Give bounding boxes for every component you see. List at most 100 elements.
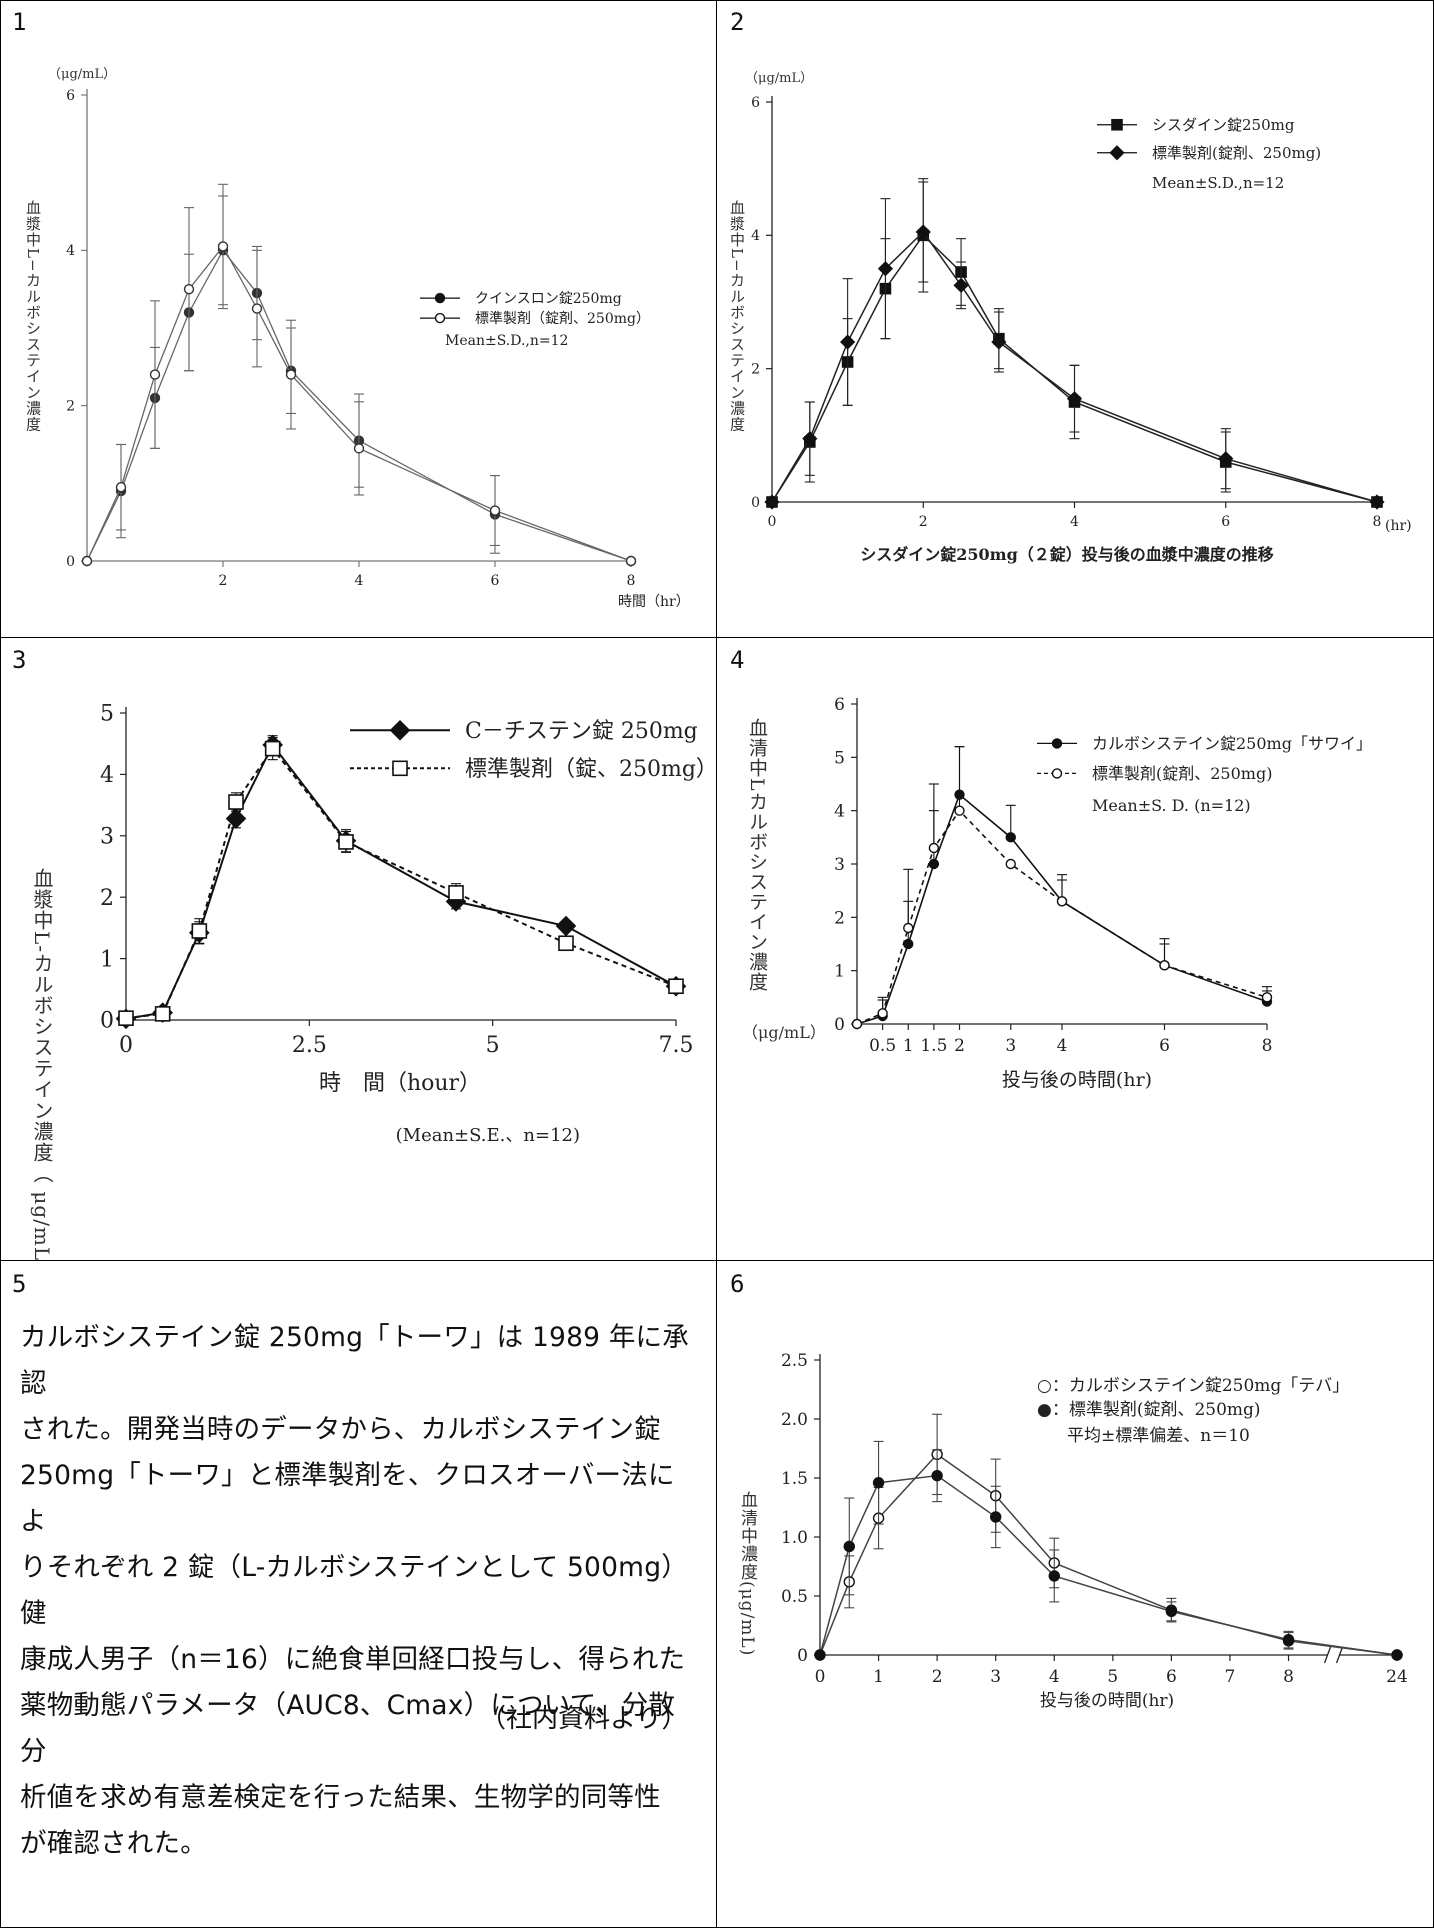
data-point [448, 885, 464, 901]
data-point [191, 923, 208, 939]
x-tick-label: 0 [815, 1667, 826, 1687]
panel-number: 6 [730, 1270, 745, 1298]
legend-entry: ○：カルボシステイン錠250mg「テバ」 [1037, 1376, 1349, 1396]
y-tick-label: 2.0 [781, 1410, 808, 1430]
x-axis-label: 時 間（hour） [319, 1071, 481, 1096]
legend-entry: シスダイン錠250mg [1152, 116, 1295, 134]
data-point [338, 834, 354, 850]
legend-entry: 標準製剤(錠剤、250mg) [1092, 764, 1272, 783]
data-point [115, 482, 127, 493]
series-line [125, 746, 677, 1020]
data-point [668, 978, 684, 995]
paragraph-line: が確認された。 [20, 1828, 207, 1859]
series-line [125, 743, 677, 1020]
legend-entry: C－チステン錠 250mg [465, 719, 698, 744]
data-point [851, 1018, 863, 1030]
x-tick-label: 3 [1005, 1036, 1016, 1056]
x-tick-label: 2 [932, 1667, 943, 1687]
data-point [81, 555, 93, 567]
chart-4: 0 1 2 3 4 5 6 0.5 1 1.5 2 3 4 6 8 （μg/mL） 血清中Lカルボシステイン濃度… [742, 695, 1372, 1091]
y-tick-label: 2 [834, 908, 845, 928]
data-point [1005, 858, 1016, 870]
x-tick-label: 2 [919, 514, 928, 530]
data-point [928, 842, 940, 854]
data-point [558, 935, 574, 952]
x-tick-label: 6 [1159, 1036, 1170, 1056]
data-point [989, 1511, 1002, 1523]
panel-number: 1 [12, 8, 27, 36]
data-point [625, 555, 637, 567]
x-tick-label: 5 [486, 1033, 500, 1058]
x-tick-label: 4 [1070, 514, 1079, 530]
y-tick-label: 2 [751, 362, 760, 378]
x-tick-label: 7 [1225, 1667, 1236, 1687]
series-line [819, 1453, 1398, 1656]
y-tick-label: 6 [751, 95, 760, 111]
y-tick-label: 0.5 [781, 1587, 808, 1607]
y-axis-label: 血清中濃度(μg/mL) [737, 1491, 758, 1656]
y-tick-label: 3 [834, 855, 845, 875]
data-point [228, 794, 244, 810]
data-point [915, 224, 931, 240]
table-row-divider [0, 1260, 1434, 1261]
y-tick-label: 6 [834, 695, 845, 715]
y-tick-label: 0 [751, 495, 760, 511]
x-tick-label: 3 [990, 1667, 1001, 1687]
data-point [843, 1540, 855, 1553]
y-unit-label: （μg/mL） [48, 67, 116, 82]
x-tick-label: 2 [219, 573, 228, 589]
x-tick-label: 1 [873, 1667, 884, 1687]
paragraph-line: カルボシステイン錠 250mg「トーワ」は 1989 年に承認 [20, 1322, 689, 1399]
data-point [954, 805, 965, 816]
y-tick-label: 1 [100, 947, 114, 972]
stats-note: Mean±S. D. (n=12) [1092, 796, 1251, 815]
x-tick-label: 1.5 [920, 1036, 947, 1056]
x-tick-label: 6 [1166, 1667, 1177, 1687]
data-point [1261, 992, 1273, 1003]
x-tick-label: 6 [491, 573, 500, 589]
y-tick-label: 4 [100, 763, 114, 788]
y-tick-label: 1.0 [781, 1528, 808, 1548]
paragraph-line: 析値を求め有意差検定を行った結果、生物学的同等性 [20, 1782, 661, 1813]
y-tick-label: 0 [834, 1015, 845, 1035]
x-tick-label: 0 [768, 514, 777, 530]
data-point [840, 334, 856, 350]
data-point [225, 808, 247, 829]
chart-title: シスダイン錠250mg（２錠）投与後の血漿中濃度の推移 [860, 545, 1274, 564]
x-tick-label: 2 [954, 1036, 965, 1056]
y-tick-label: 5 [100, 702, 114, 727]
series-line [86, 249, 632, 562]
y-tick-label: 2.5 [781, 1351, 808, 1371]
data-point [1159, 960, 1170, 971]
data-point [877, 1008, 888, 1019]
x-tick-label: 0.5 [869, 1036, 896, 1056]
data-point [264, 740, 281, 757]
panel-number: 2 [730, 8, 745, 36]
x-tick-label: 8 [627, 573, 636, 589]
data-point [1282, 1633, 1295, 1646]
paragraph-line: 康成人男子（n＝16）に絶食単回経口投与し、得られた [20, 1644, 686, 1675]
data-point [1048, 1570, 1060, 1582]
data-point [285, 369, 297, 380]
data-point [764, 494, 780, 510]
panel-number: 3 [12, 646, 27, 674]
stats-note: Mean±S.D.,n=12 [445, 333, 568, 349]
y-tick-label: 2 [100, 886, 114, 911]
x-tick-label: 6 [1221, 514, 1230, 530]
table-column-divider [716, 0, 717, 1928]
x-tick-label: 5 [1107, 1667, 1118, 1687]
paragraph-line: 薬物動態パラメータ（AUC8、Cmax）について、分散分 [20, 1690, 676, 1767]
panel-number: 4 [730, 646, 745, 674]
y-tick-label: 5 [834, 748, 845, 768]
y-tick-label: 4 [834, 802, 845, 822]
data-point [149, 369, 161, 380]
data-point [353, 443, 365, 454]
x-tick-label: 4 [1057, 1036, 1068, 1056]
data-point [1369, 494, 1385, 510]
data-point [118, 1010, 134, 1026]
data-point [555, 915, 577, 937]
y-tick-label: 6 [66, 88, 75, 104]
legend-entry: カルボシステイン錠250mg「サワイ」 [1092, 734, 1372, 753]
data-point [434, 292, 446, 304]
data-point [814, 1649, 826, 1661]
